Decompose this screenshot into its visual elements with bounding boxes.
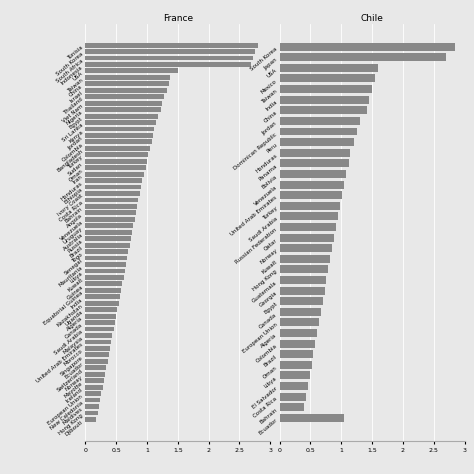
Bar: [85, 307, 118, 312]
Bar: [85, 114, 158, 118]
Bar: [85, 159, 147, 164]
Title: Chile: Chile: [361, 14, 383, 23]
Bar: [85, 353, 109, 357]
Bar: [85, 237, 131, 241]
Bar: [85, 320, 115, 325]
Bar: [280, 223, 336, 231]
Bar: [85, 55, 253, 60]
Bar: [85, 217, 135, 222]
Bar: [85, 165, 146, 170]
Bar: [85, 152, 148, 157]
Title: France: France: [163, 14, 193, 23]
Bar: [280, 138, 354, 146]
Bar: [85, 68, 178, 73]
Bar: [85, 62, 251, 67]
Bar: [85, 172, 144, 177]
Bar: [280, 297, 323, 305]
Bar: [280, 85, 372, 93]
Bar: [85, 249, 128, 254]
Bar: [85, 127, 155, 131]
Bar: [280, 403, 304, 411]
Bar: [280, 255, 330, 263]
Bar: [280, 244, 332, 252]
Bar: [280, 414, 344, 422]
Bar: [280, 287, 325, 294]
Bar: [280, 64, 378, 72]
Bar: [280, 43, 455, 51]
Bar: [85, 275, 124, 280]
Bar: [85, 191, 139, 196]
Bar: [280, 234, 334, 242]
Bar: [85, 178, 142, 183]
Bar: [85, 327, 114, 331]
Bar: [280, 74, 375, 82]
Bar: [280, 53, 446, 61]
Bar: [85, 185, 141, 190]
Bar: [85, 359, 108, 364]
Bar: [280, 372, 310, 379]
Bar: [85, 43, 258, 47]
Bar: [85, 346, 110, 351]
Bar: [280, 181, 344, 189]
Bar: [85, 243, 130, 247]
Bar: [280, 128, 356, 136]
Bar: [280, 350, 313, 358]
Bar: [85, 269, 125, 273]
Bar: [85, 82, 169, 86]
Bar: [85, 120, 156, 125]
Bar: [85, 339, 111, 345]
Bar: [280, 265, 328, 273]
Bar: [85, 223, 133, 228]
Bar: [85, 75, 171, 80]
Bar: [85, 255, 127, 261]
Bar: [85, 410, 98, 415]
Bar: [85, 385, 102, 390]
Bar: [85, 288, 121, 293]
Bar: [85, 88, 167, 93]
Bar: [280, 276, 327, 284]
Bar: [85, 146, 150, 151]
Bar: [85, 301, 118, 306]
Bar: [85, 101, 163, 106]
Bar: [85, 139, 152, 144]
Bar: [85, 294, 120, 299]
Bar: [280, 191, 342, 199]
Bar: [85, 417, 96, 422]
Bar: [85, 133, 153, 138]
Bar: [280, 106, 367, 114]
Bar: [280, 117, 360, 125]
Bar: [280, 382, 308, 390]
Bar: [85, 365, 106, 370]
Bar: [85, 210, 136, 215]
Bar: [85, 391, 101, 396]
Bar: [280, 329, 317, 337]
Bar: [85, 372, 105, 377]
Bar: [85, 204, 137, 209]
Bar: [85, 404, 99, 409]
Bar: [280, 392, 306, 401]
Bar: [280, 149, 350, 157]
Bar: [85, 333, 112, 338]
Bar: [85, 398, 100, 402]
Bar: [280, 170, 346, 178]
Bar: [85, 314, 116, 319]
Bar: [85, 107, 161, 112]
Bar: [85, 94, 164, 99]
Bar: [280, 340, 315, 347]
Bar: [280, 96, 369, 104]
Bar: [85, 262, 126, 267]
Bar: [280, 159, 348, 167]
Bar: [280, 319, 319, 327]
Bar: [280, 308, 321, 316]
Bar: [280, 212, 338, 220]
Bar: [85, 49, 255, 54]
Bar: [85, 282, 122, 286]
Bar: [85, 230, 132, 235]
Bar: [85, 198, 138, 202]
Bar: [85, 378, 104, 383]
Bar: [280, 202, 340, 210]
Bar: [280, 361, 311, 369]
